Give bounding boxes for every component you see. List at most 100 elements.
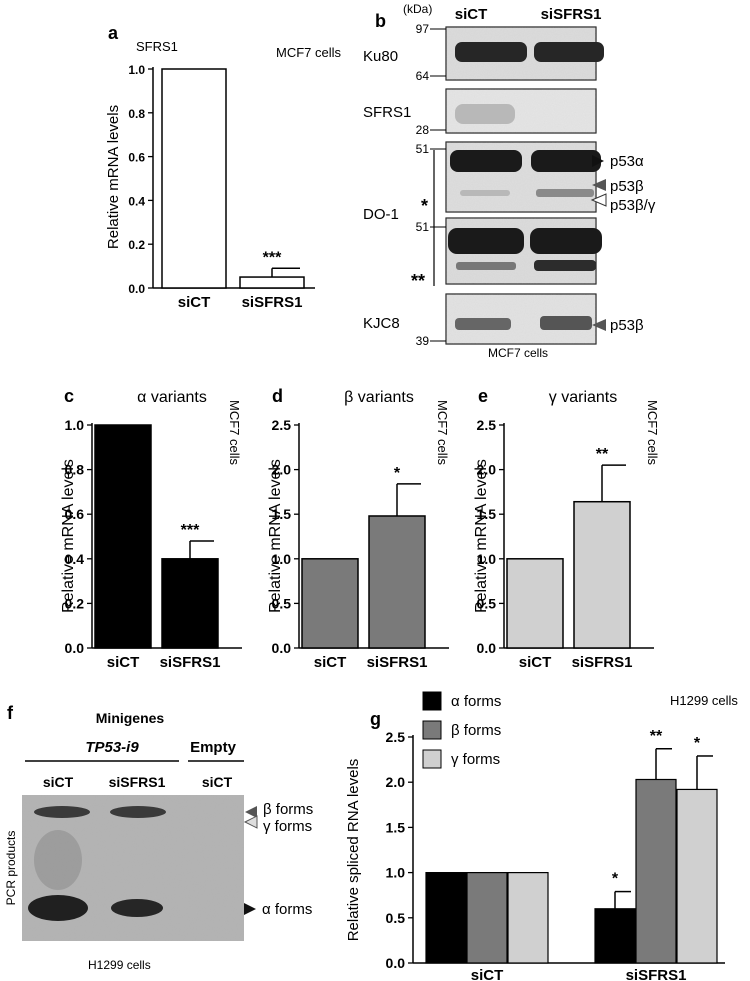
- gel-lane-1: siCT: [43, 774, 74, 790]
- gel-title: Minigenes: [96, 710, 165, 726]
- gel-smear-lane1: [34, 830, 82, 890]
- x-category-label: siSFRS1: [160, 654, 221, 671]
- bar-siSFRS1: [239, 276, 305, 289]
- gel-arrow-beta: [245, 806, 257, 818]
- cell-line-note: MCF7 cells: [276, 45, 342, 60]
- blot-band-do1-lower-sict: [456, 262, 516, 270]
- blot-band-p53b-sisfrs1: [536, 189, 594, 197]
- blot-lane-label-sict: siCT: [455, 6, 488, 23]
- marker-28: 28: [416, 123, 430, 137]
- gel-lane-3: siCT: [202, 774, 233, 790]
- western-blot-panel: (kDa) siCT siSFRS1 97 64 28 51: [363, 2, 656, 360]
- antibody-ku80: Ku80: [363, 48, 398, 65]
- chart-title: SFRS1: [136, 39, 178, 54]
- blot-lane-label-sisfrs1: siSFRS1: [541, 6, 602, 23]
- gel-band-alpha-lane2: [111, 899, 163, 917]
- y-tick-label: 0.0: [272, 640, 292, 656]
- cell-line-note: MCF7 cells: [645, 400, 660, 466]
- y-tick-label: 1.0: [386, 865, 406, 881]
- arrowhead-kjc8-p53b: [592, 319, 606, 331]
- blot-band-kjc8-sict: [455, 318, 511, 330]
- gel-construct-label: TP53-i9: [85, 739, 139, 756]
- y-axis-label: Relative mRNA levels: [473, 459, 490, 613]
- y-tick-label: 0.8: [65, 462, 85, 478]
- legend-swatch: [422, 720, 442, 740]
- chart-title: α variants: [137, 389, 207, 406]
- y-axis-label: Relative mRNA levels: [267, 459, 284, 613]
- panel-label-c: c: [64, 386, 74, 406]
- legend-label: α forms: [451, 693, 501, 710]
- x-category-label: siCT: [314, 654, 347, 671]
- band-label-p53bg: p53β/γ: [610, 197, 656, 214]
- gel-caption: H1299 cells: [88, 958, 151, 972]
- bar-siSFRS1: [161, 558, 219, 649]
- y-tick-label: 2.0: [477, 462, 497, 478]
- x-category-label: siSFRS1: [242, 294, 303, 311]
- chart-title: γ variants: [549, 389, 617, 406]
- y-tick-label: 2.5: [272, 417, 292, 433]
- bar-siCT: [161, 68, 227, 289]
- arrowhead-p53b: [592, 179, 606, 191]
- x-category-label: siSFRS1: [367, 654, 428, 671]
- kda-unit-label: (kDa): [403, 2, 432, 16]
- significance-mark: *: [394, 465, 401, 482]
- band-label-p53b: p53β: [610, 178, 644, 195]
- antibody-do1: DO-1: [363, 206, 399, 223]
- x-category-label: siCT: [471, 967, 504, 981]
- cell-line-note: H1299 cells: [670, 693, 738, 708]
- y-tick-label: 1.0: [272, 551, 292, 567]
- marker-51-top: 51: [416, 142, 430, 156]
- y-tick-label: 0.4: [65, 551, 85, 567]
- chart-e: 0.0 0.5 1.0 1.5 2.0 2.5 Relative mRNA levels γ …: [473, 389, 660, 671]
- star-double: **: [411, 271, 425, 291]
- y-tick-label: 2.5: [386, 729, 406, 745]
- gel-band-label-beta: β forms: [263, 801, 313, 818]
- y-tick-label: 0.6: [65, 506, 85, 522]
- significance-mark: ***: [181, 522, 200, 539]
- significance-mark: *: [612, 871, 619, 888]
- y-axis-label: Relative spliced RNA levels: [345, 759, 362, 942]
- x-category-label: siSFRS1: [626, 967, 687, 981]
- panel-label-a: a: [108, 23, 119, 43]
- bar-γ-forms-siCT: [507, 871, 549, 964]
- y-tick-label: 0.0: [386, 955, 406, 971]
- gel-band-beta-lane1: [34, 806, 90, 818]
- significance-mark: **: [650, 728, 663, 745]
- antibody-kjc8: KJC8: [363, 315, 400, 332]
- blot-band-do1-lower-sisfrs1: [534, 260, 596, 271]
- gel-arrow-gamma: [243, 815, 258, 829]
- panel-label-e: e: [478, 386, 488, 406]
- arrowhead-p53bg: [590, 193, 607, 207]
- minigene-gel-panel: Minigenes TP53-i9 Empty siCT siSFRS1 siC…: [4, 710, 313, 972]
- y-tick-label: 0.5: [272, 595, 292, 611]
- legend-swatch: [422, 749, 442, 769]
- significance-mark: **: [596, 446, 609, 463]
- blot-band-do1-sisfrs1: [530, 228, 602, 254]
- significance-mark: ***: [263, 249, 282, 266]
- y-tick-label: 1.0: [65, 417, 85, 433]
- bar-siCT: [301, 558, 359, 649]
- chart-c: 0.0 0.2 0.4 0.6 0.8 1.0 Relative mRNA levels α …: [60, 389, 242, 671]
- bar-siCT: [94, 424, 152, 649]
- y-tick-label: 0.4: [128, 194, 145, 208]
- band-label-p53a: p53α: [610, 153, 644, 170]
- blot-band-ku80-sisfrs1: [534, 42, 604, 62]
- chart-g: 0.0 0.5 1.0 1.5 2.0 2.5 Relative spliced RNA l…: [345, 691, 738, 981]
- blot-band-sfrs1-sict: [455, 104, 515, 124]
- marker-51-bottom: 51: [416, 220, 430, 234]
- x-category-label: siCT: [519, 654, 552, 671]
- bar-γ-forms-siSFRS1: [676, 788, 718, 964]
- band-label-kjc8-p53b: p53β: [610, 317, 644, 334]
- gel-arrow-alpha: [244, 903, 256, 915]
- gel-band-label-alpha: α forms: [262, 901, 312, 918]
- bar-siSFRS1: [368, 515, 426, 649]
- x-category-label: siSFRS1: [572, 654, 633, 671]
- bar-β-forms-siSFRS1: [635, 778, 677, 964]
- bar-α-forms-siSFRS1: [594, 908, 636, 964]
- y-tick-label: 0.6: [128, 151, 145, 165]
- chart-title: β variants: [344, 389, 414, 406]
- marker-39: 39: [416, 334, 430, 348]
- legend-label: γ forms: [451, 751, 500, 768]
- chart-a: 0.0 0.2 0.4 0.6 0.8 1.0 Relative mRNA levels SF…: [105, 39, 342, 311]
- y-tick-label: 0.5: [386, 910, 406, 926]
